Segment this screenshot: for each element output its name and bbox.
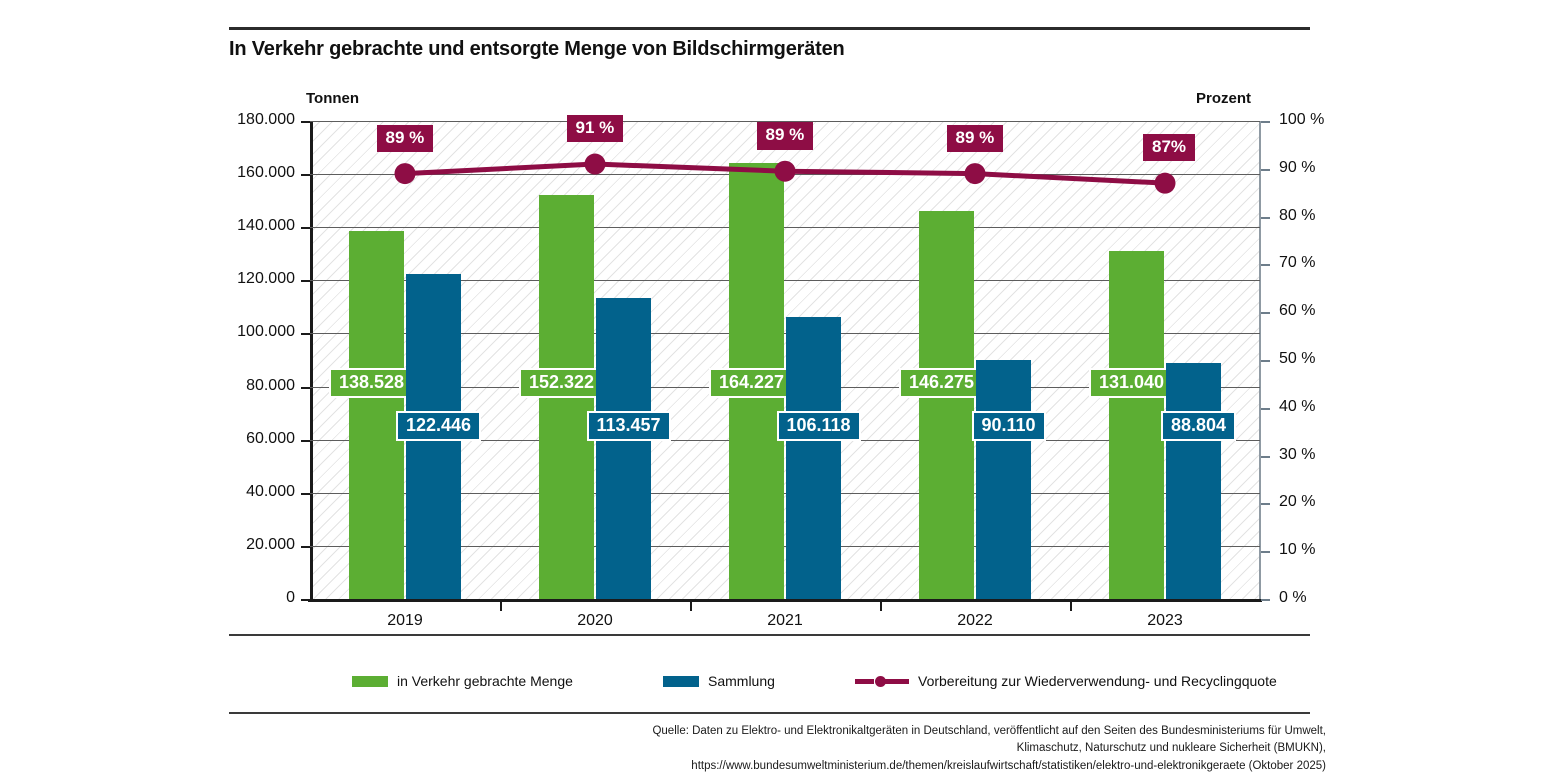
legend-label: in Verkehr gebrachte Menge xyxy=(397,673,573,689)
bar xyxy=(596,297,651,599)
bar xyxy=(1109,251,1164,599)
right-axis-tick xyxy=(1261,503,1270,506)
x-axis-category-label: 2020 xyxy=(577,612,613,629)
x-axis-tick xyxy=(1070,600,1072,611)
bar-value-label: 138.528 xyxy=(329,368,415,399)
bottom-divider xyxy=(229,712,1310,714)
top-divider xyxy=(229,27,1310,30)
x-axis-category-label: 2019 xyxy=(387,612,423,629)
quota-marker xyxy=(964,163,986,185)
bar xyxy=(976,359,1031,599)
right-axis-tick-label: 70 % xyxy=(1279,254,1316,272)
bar xyxy=(919,210,974,599)
left-axis-tick xyxy=(301,227,310,230)
bar-value-label: 106.118 xyxy=(776,411,861,442)
source-line: https://www.bundesumweltministerium.de/t… xyxy=(691,759,1326,772)
left-axis-tick xyxy=(301,492,310,495)
bar xyxy=(786,317,841,599)
x-axis-tick xyxy=(690,600,692,611)
right-axis-tick xyxy=(1261,168,1270,171)
source-note: Quelle: Daten zu Elektro- und Elektronik… xyxy=(652,723,1326,775)
right-axis-tick-label: 0 % xyxy=(1279,589,1307,606)
left-axis-tick xyxy=(301,599,310,601)
legend-label: Sammlung xyxy=(708,673,775,689)
right-axis-tick xyxy=(1261,312,1270,315)
x-axis-category-label: 2023 xyxy=(1147,612,1183,629)
source-line: Quelle: Daten zu Elektro- und Elektronik… xyxy=(652,725,1326,737)
left-axis-tick xyxy=(301,386,310,389)
left-axis-tick xyxy=(301,545,310,548)
left-axis-tick xyxy=(301,333,310,336)
bar-value-label: 90.110 xyxy=(971,411,1046,442)
right-axis-tick xyxy=(1261,360,1270,362)
right-axis-tick-label: 50 % xyxy=(1279,350,1316,367)
quota-marker xyxy=(1154,172,1176,194)
gridline xyxy=(310,545,1260,547)
bar-value-label: 113.457 xyxy=(586,411,671,442)
left-axis-tick xyxy=(301,121,310,123)
right-axis-tick-label: 10 % xyxy=(1279,541,1316,559)
quota-value-label: 89 % xyxy=(756,122,814,150)
right-axis-tick-label: 80 % xyxy=(1279,206,1316,224)
legend-line-marker-icon xyxy=(855,675,909,687)
bar-value-label: 152.322 xyxy=(519,368,605,399)
right-axis-tick-label: 20 % xyxy=(1279,493,1316,511)
quota-value-label: 87% xyxy=(1143,134,1196,162)
right-axis-tick xyxy=(1261,455,1270,458)
x-axis-category-label: 2021 xyxy=(767,612,803,629)
legend-item[interactable]: Vorbereitung zur Wiederverwendung- und R… xyxy=(855,673,1277,689)
quota-marker xyxy=(584,153,606,175)
left-axis-tick xyxy=(301,280,310,283)
right-axis-caption: Prozent xyxy=(1196,90,1252,107)
bar xyxy=(349,231,404,599)
quota-value-label: 89 % xyxy=(946,124,1004,152)
bar-value-label: 146.275 xyxy=(899,368,985,399)
left-axis-tick xyxy=(301,439,310,442)
legend-swatch xyxy=(663,675,699,687)
legend-item[interactable]: in Verkehr gebrachte Menge xyxy=(352,673,573,689)
plot-area xyxy=(310,121,1260,599)
x-axis-category-label: 2022 xyxy=(957,612,993,629)
right-axis-tick xyxy=(1261,551,1270,554)
right-axis-tick xyxy=(1261,121,1270,123)
bar-value-label: 88.804 xyxy=(1161,411,1237,442)
plot-right-border xyxy=(1259,121,1261,600)
legend-item[interactable]: Sammlung xyxy=(663,673,775,689)
legend-label: Vorbereitung zur Wiederverwendung- und R… xyxy=(918,673,1277,689)
bar-value-label: 164.227 xyxy=(709,368,795,399)
right-axis-tick-label: 100 % xyxy=(1279,111,1325,128)
legend-divider xyxy=(229,634,1310,636)
right-axis-tick xyxy=(1261,599,1270,601)
line-series xyxy=(310,121,1260,599)
right-axis-tick-label: 60 % xyxy=(1279,302,1316,320)
legend-swatch xyxy=(352,675,388,687)
quota-line-svg xyxy=(394,153,1176,194)
left-axis-tick xyxy=(301,174,310,177)
quota-marker xyxy=(394,163,416,185)
gridline xyxy=(310,280,1260,282)
gridline xyxy=(310,227,1260,229)
right-axis-tick-label: 30 % xyxy=(1279,445,1316,463)
bar-value-label: 122.446 xyxy=(396,411,482,442)
quota-marker xyxy=(774,160,796,182)
bar xyxy=(1166,363,1221,599)
x-axis-tick xyxy=(500,600,502,611)
right-axis-tick-label: 40 % xyxy=(1279,397,1316,415)
right-axis-tick-label: 90 % xyxy=(1279,158,1316,176)
x-axis-line xyxy=(308,599,1262,602)
gridline xyxy=(310,492,1260,494)
gridline xyxy=(310,333,1260,335)
right-axis-tick xyxy=(1261,264,1270,267)
quota-value-label: 91 % xyxy=(566,115,624,143)
x-axis-tick xyxy=(880,600,882,611)
page-title: In Verkehr gebrachte und entsorgte Menge… xyxy=(229,38,845,60)
right-axis-tick xyxy=(1261,216,1270,219)
right-axis-tick xyxy=(1261,407,1270,410)
quota-value-label: 89 % xyxy=(376,124,434,152)
left-axis-caption: Tonnen xyxy=(306,90,360,107)
source-line: Klimaschutz, Naturschutz und nukleare Si… xyxy=(1016,742,1326,755)
gridline xyxy=(310,121,1260,122)
